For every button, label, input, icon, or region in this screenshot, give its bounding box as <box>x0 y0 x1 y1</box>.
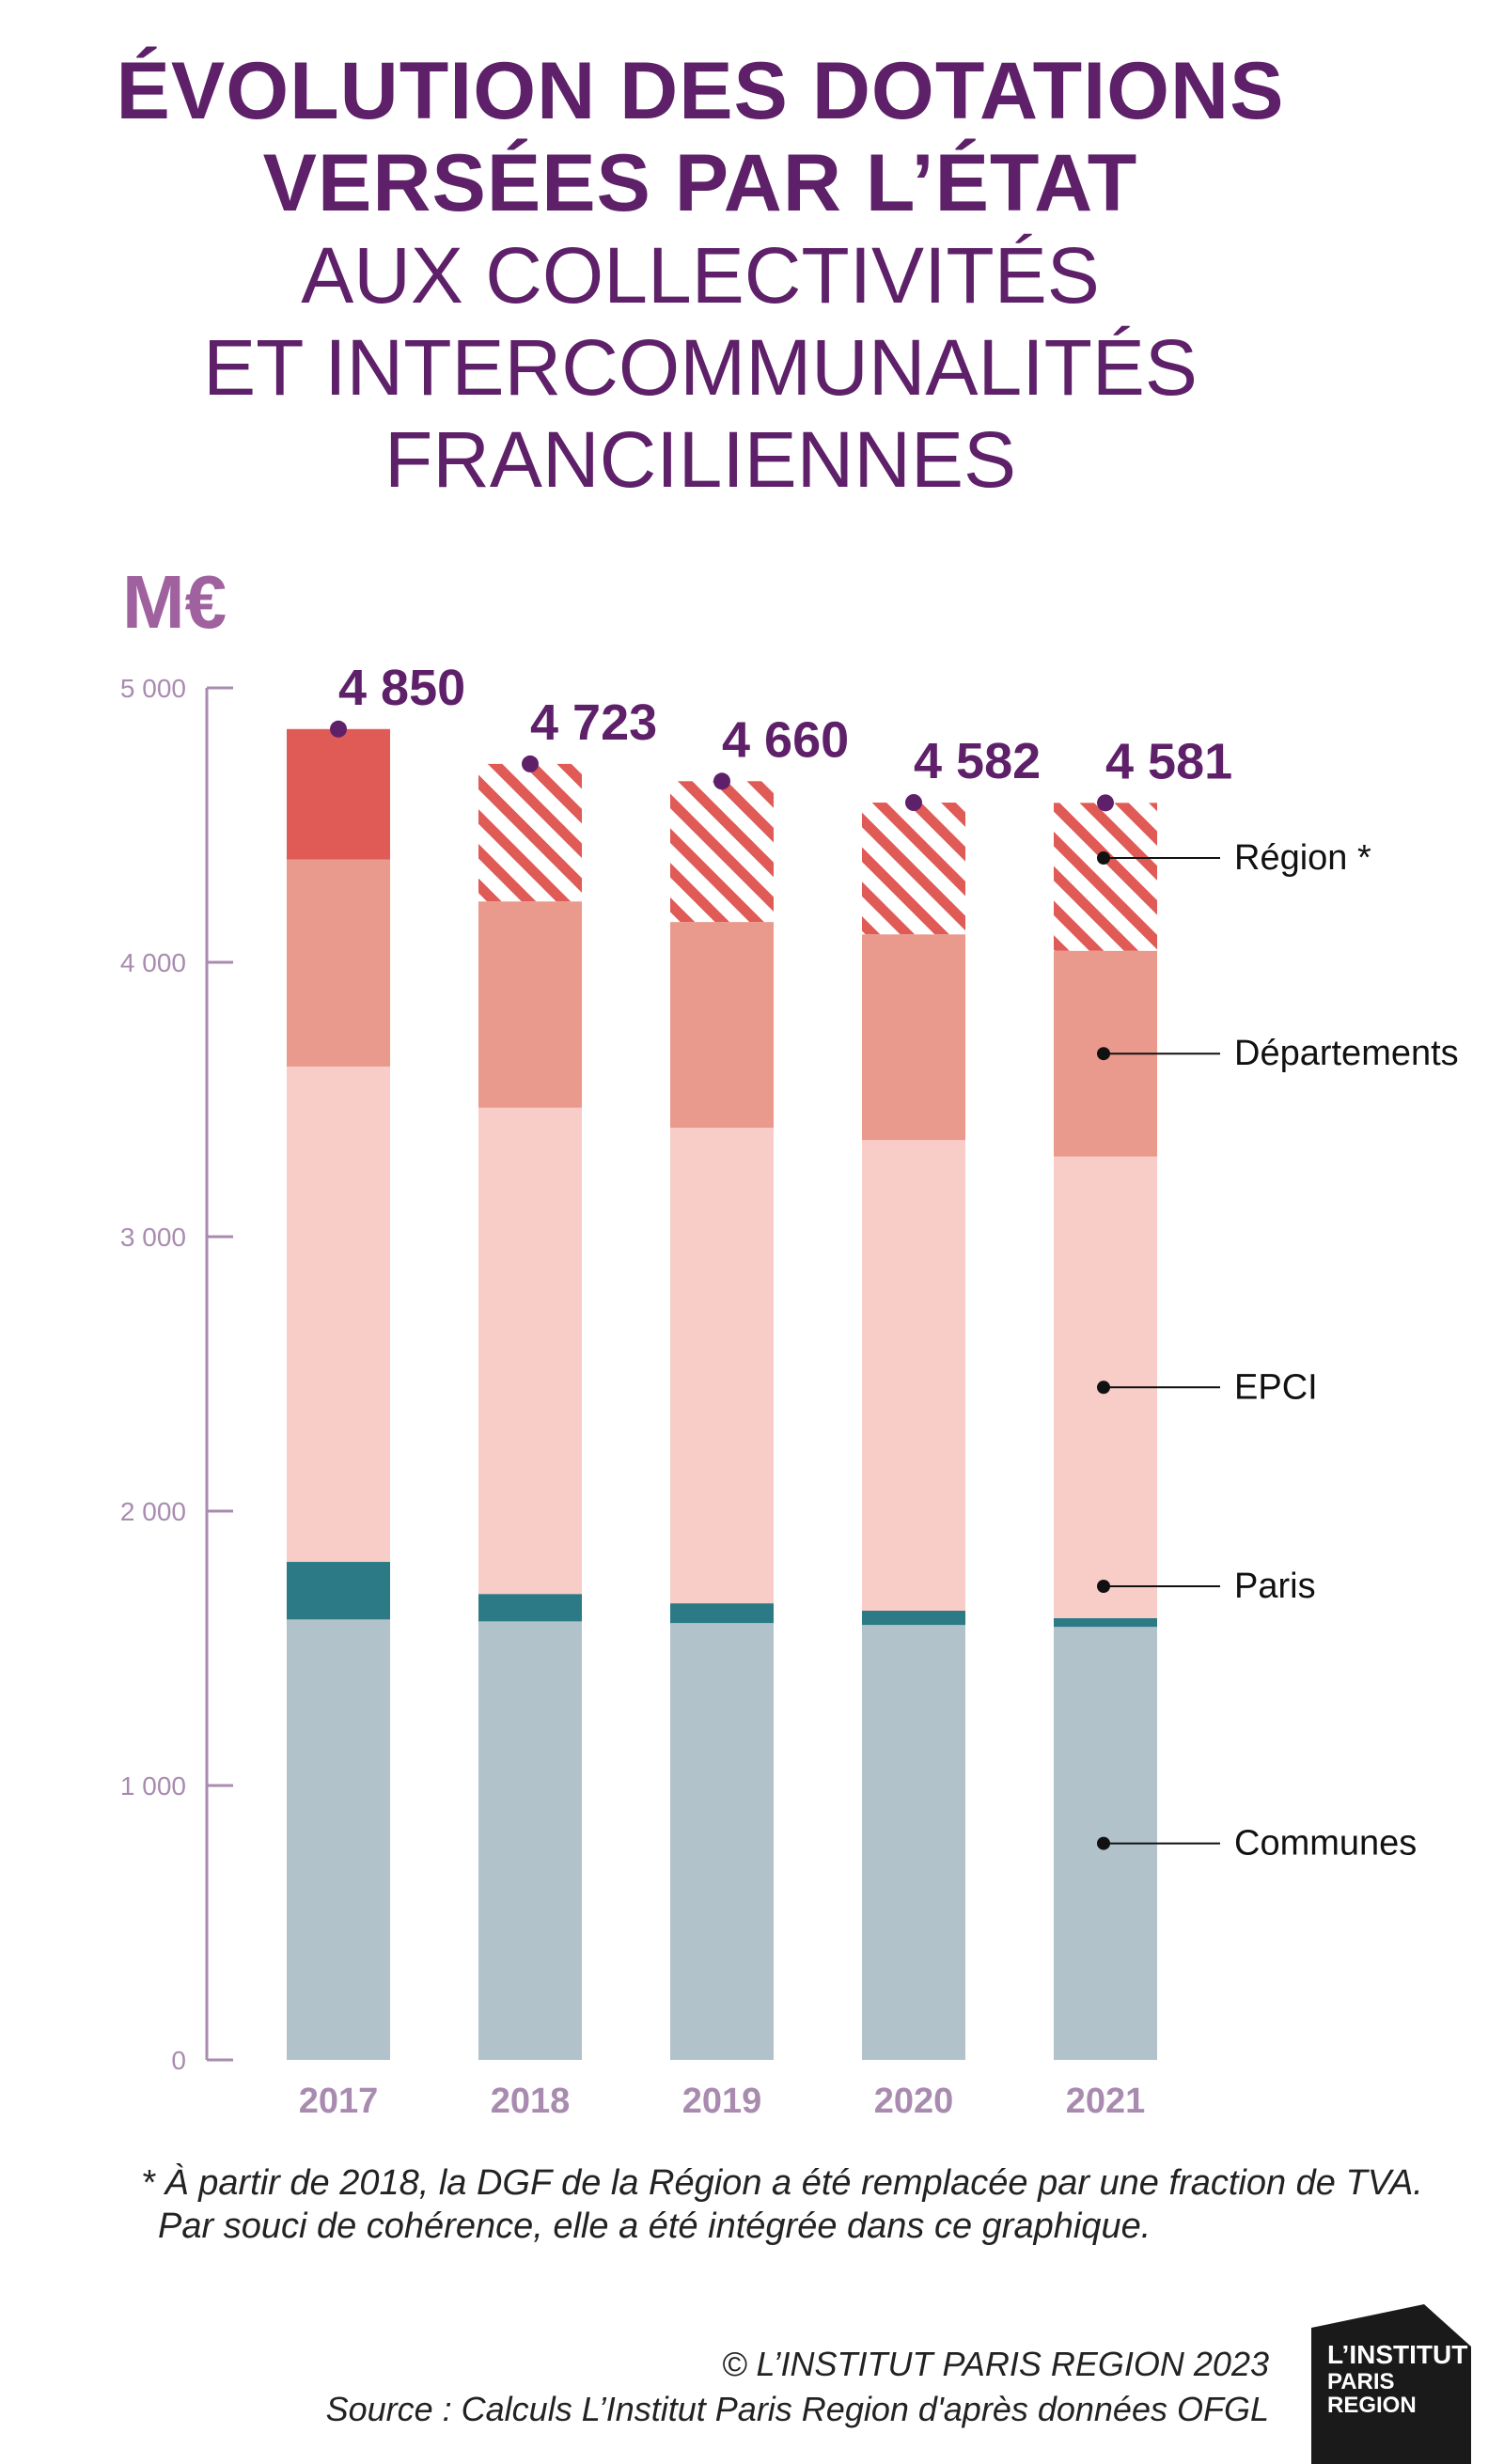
bar-segment-paris <box>862 1610 965 1626</box>
total-label: 4 850 <box>338 660 465 716</box>
total-label: 4 582 <box>914 733 1041 789</box>
legend-label-paris: Paris <box>1234 1567 1316 1606</box>
x-tick-label: 2019 <box>682 2082 762 2121</box>
y-tick-label: 0 <box>171 2046 186 2075</box>
footnote-line-1: * À partir de 2018, la DGF de la Région … <box>141 2163 1423 2203</box>
y-tick-label: 2 000 <box>120 1497 186 1526</box>
bar-segment-paris <box>670 1603 774 1624</box>
y-tick-label: 5 000 <box>120 674 186 703</box>
credits: © L’INSTITUT PARIS REGION 2023 Source : … <box>326 2342 1269 2432</box>
bar-segment-epci <box>287 1066 390 1563</box>
subtitle-line-2: ET INTERCOMMUNALITÉS <box>203 323 1198 412</box>
total-marker <box>713 772 730 790</box>
bar-segment-epci <box>670 1128 774 1604</box>
logo-line-3: REGION <box>1327 2393 1417 2418</box>
legend-label-communes: Communes <box>1234 1824 1417 1864</box>
legend-label-epci: EPCI <box>1234 1367 1318 1407</box>
y-tick-label: 3 000 <box>120 1223 186 1252</box>
x-tick-label: 2020 <box>874 2082 954 2121</box>
footnote-line-2: Par souci de cohérence, elle a été intég… <box>158 2207 1152 2246</box>
total-label: 4 581 <box>1105 733 1232 789</box>
stacked-bar-chart: M€ 0 1 000 2 000 3 000 4 000 5 000 4 850 2017 4… <box>120 560 1459 2121</box>
title-line-2: VERSÉES PAR L’ÉTAT <box>262 138 1138 228</box>
bar-segment-communes <box>478 1621 582 2060</box>
bar-segment-epci <box>478 1107 582 1595</box>
bar-segment-departements <box>862 934 965 1141</box>
subtitle-line-3: FRANCILIENNES <box>384 415 1017 504</box>
y-tick-label: 4 000 <box>120 948 186 977</box>
legend-label-departements: Départements <box>1234 1034 1459 1073</box>
bar-segment-region <box>862 803 965 935</box>
total-label: 4 660 <box>722 711 849 768</box>
legend-label-region: Région * <box>1234 838 1371 878</box>
title-line-1: ÉVOLUTION DES DOTATIONS <box>116 46 1285 136</box>
x-tick-label: 2018 <box>491 2082 571 2121</box>
bar-segment-paris <box>287 1562 390 1620</box>
bar-segment-communes <box>670 1623 774 2060</box>
y-tick-label: 1 000 <box>120 1771 186 1801</box>
bar-segment-communes <box>862 1625 965 2060</box>
bar-segment-paris <box>478 1594 582 1622</box>
x-tick-label: 2021 <box>1066 2082 1146 2121</box>
copyright-text: © L’INSTITUT PARIS REGION 2023 <box>721 2345 1269 2383</box>
chart-title: ÉVOLUTION DES DOTATIONS VERSÉES PAR L’ÉT… <box>0 45 1401 506</box>
footnote: * À partir de 2018, la DGF de la Région … <box>141 2161 1423 2248</box>
total-marker <box>1097 794 1114 812</box>
bar-segment-paris <box>1054 1617 1157 1628</box>
bar-segment-region <box>670 781 774 923</box>
bar-segment-region <box>287 728 390 860</box>
bar-segment-epci <box>862 1140 965 1611</box>
total-marker <box>522 755 539 772</box>
total-marker <box>905 794 922 812</box>
bar-segment-departements <box>478 901 582 1108</box>
total-marker <box>330 720 347 738</box>
logo-line-2: PARIS <box>1327 2369 1395 2394</box>
bar-segment-communes <box>287 1619 390 2060</box>
bar-segment-region <box>1054 803 1157 951</box>
logo-line-1: L’INSTITUT <box>1327 2340 1468 2369</box>
logo-text: L’INSTITUT PARIS REGION <box>1327 2340 1467 2417</box>
subtitle-line-1: AUX COLLECTIVITÉS <box>301 231 1100 320</box>
unit-label: M€ <box>122 560 227 644</box>
bar-segment-region <box>478 763 582 902</box>
bar-segment-departements <box>287 859 390 1067</box>
institut-logo <box>1311 2304 1471 2464</box>
bar-segment-departements <box>670 922 774 1129</box>
total-label: 4 723 <box>530 694 657 751</box>
source-text: Source : Calculs L’Institut Paris Region… <box>325 2390 1269 2428</box>
x-tick-label: 2017 <box>299 2082 379 2121</box>
